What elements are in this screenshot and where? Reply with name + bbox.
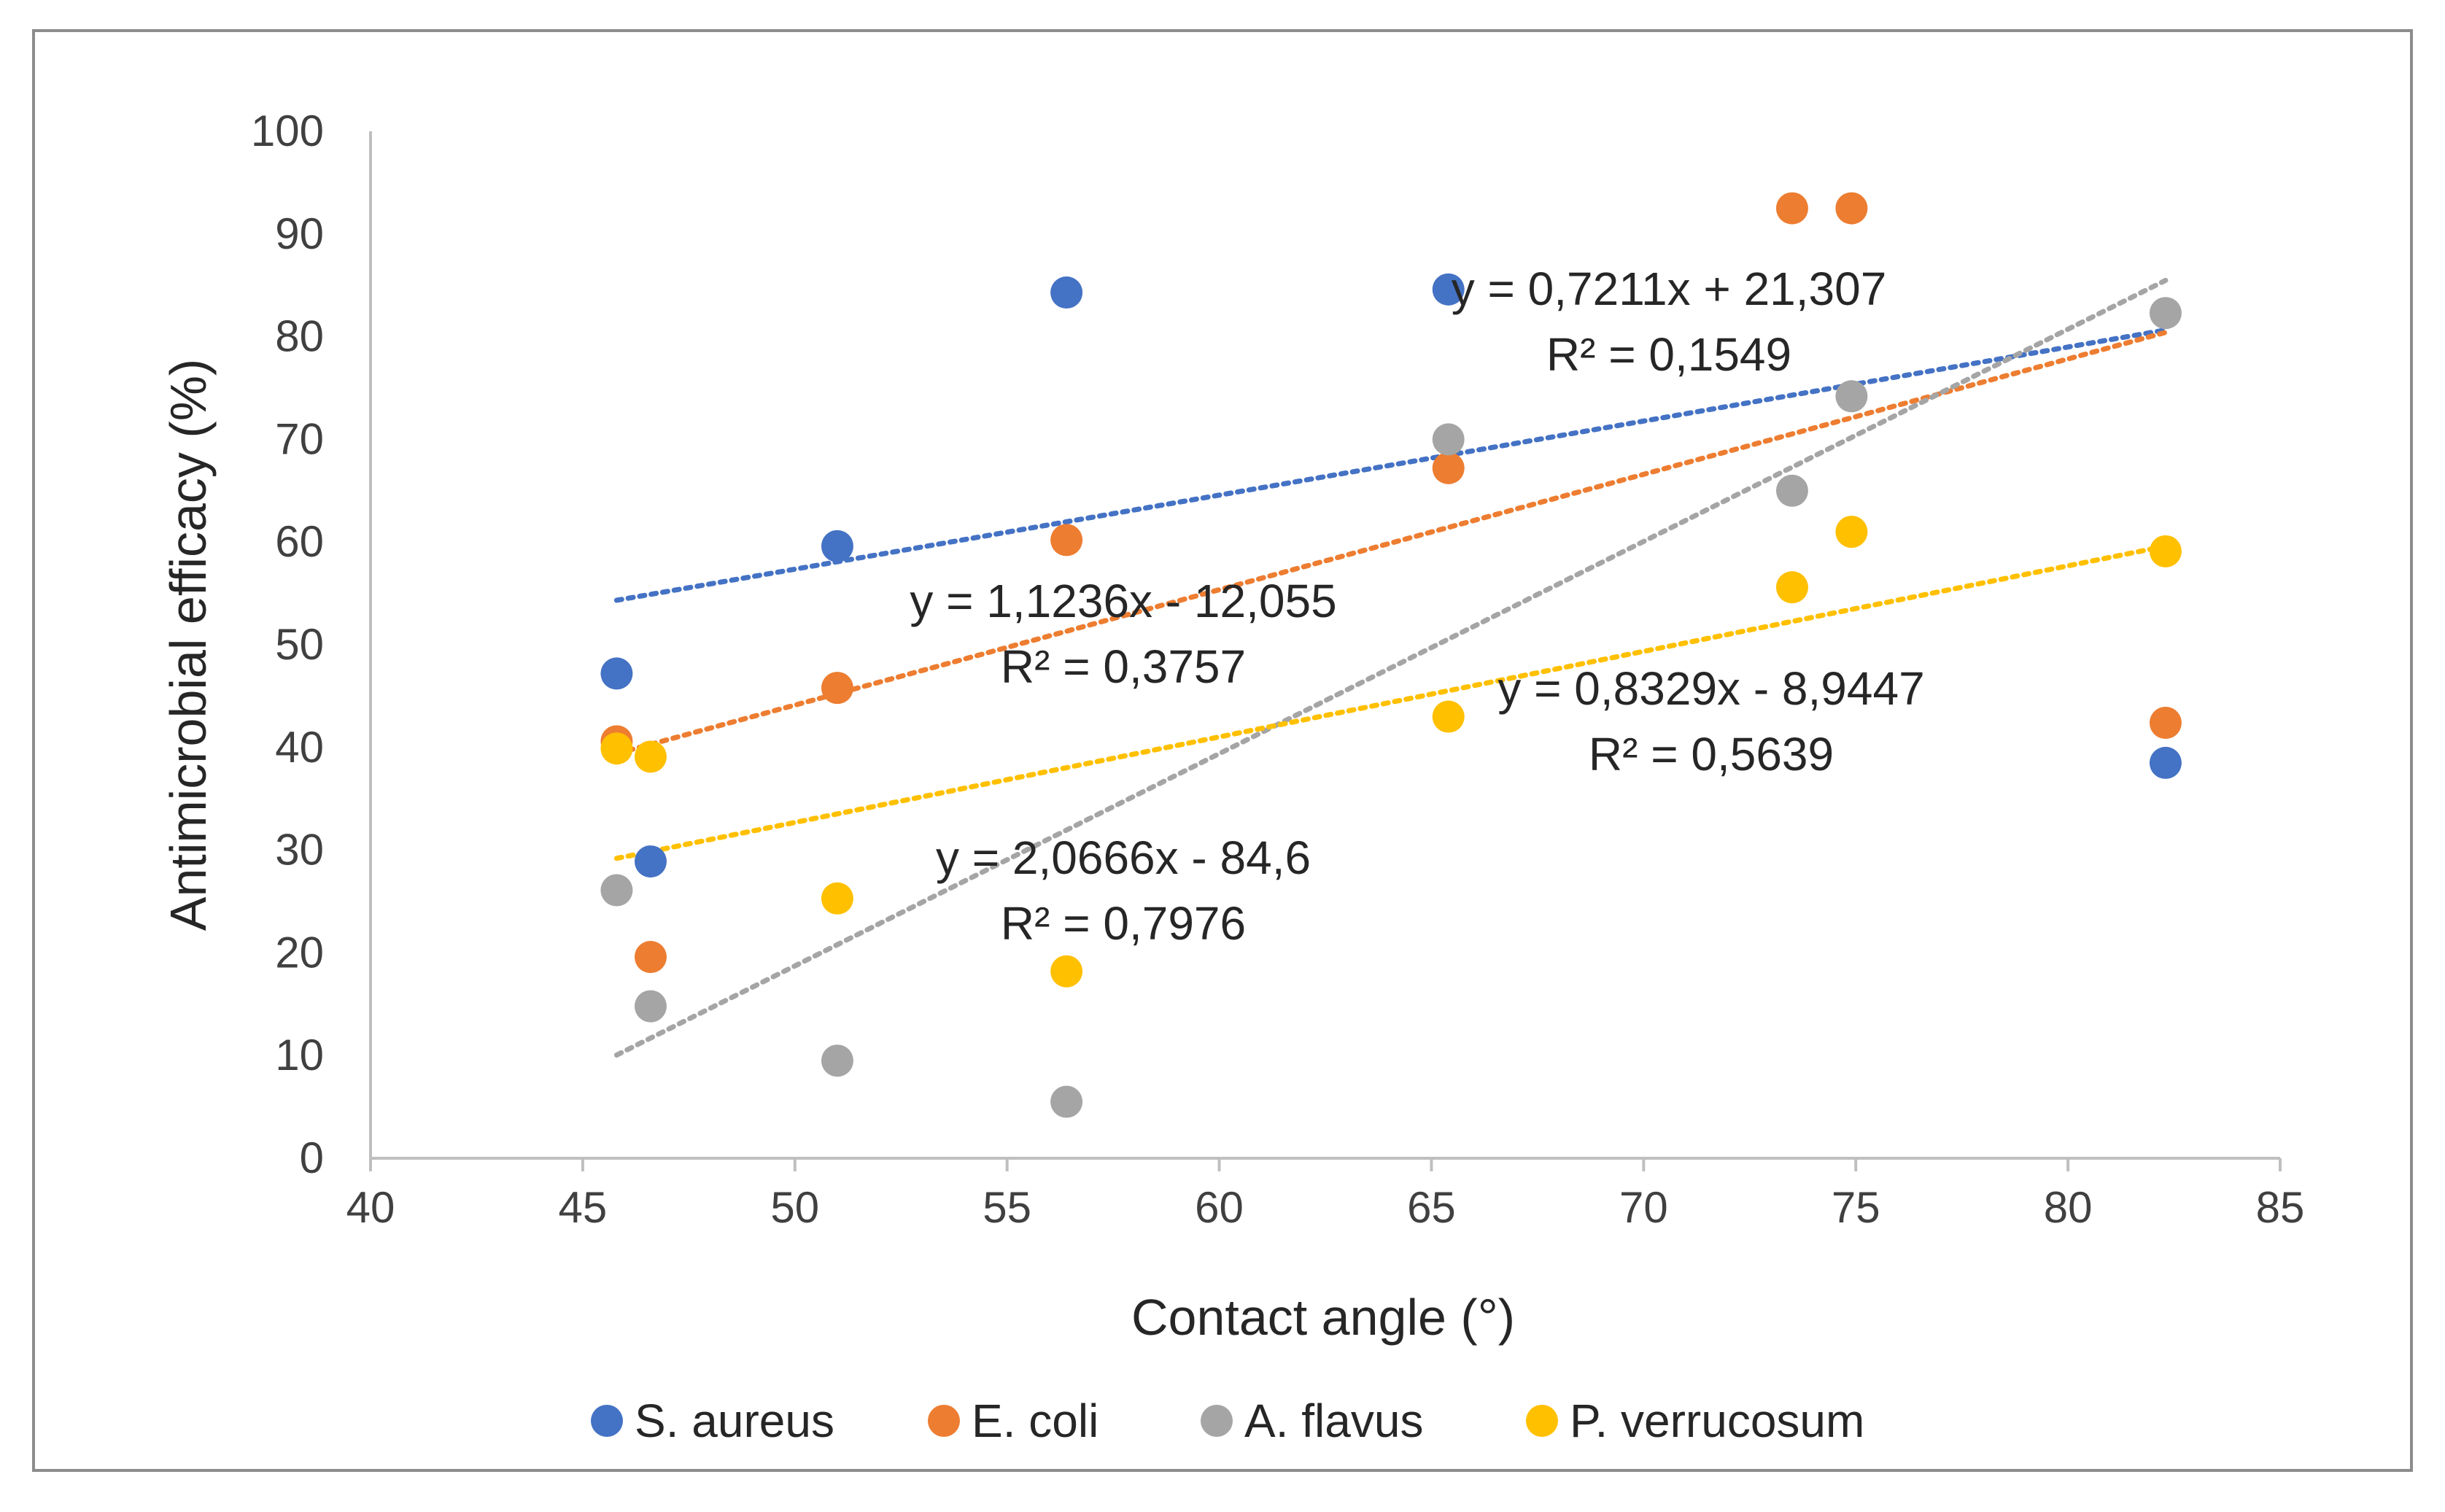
r2-a-flavus: R² = 0,7976 — [1001, 897, 1246, 950]
point-p-verrucosum — [1835, 516, 1868, 548]
point-e-coli — [1432, 451, 1465, 484]
legend-label-e-coli: E. coli — [972, 1395, 1098, 1447]
legend-marker-e-coli — [928, 1405, 960, 1437]
point-s-aureus — [2149, 746, 2182, 779]
x-tick-label: 60 — [1195, 1183, 1244, 1232]
legend-item-p-verrucosum: P. verrucosum — [1526, 1395, 1864, 1447]
legend-label-p-verrucosum: P. verrucosum — [1570, 1395, 1864, 1447]
x-tick-label: 70 — [1619, 1183, 1668, 1232]
legend-label-s-aureus: S. aureus — [635, 1395, 834, 1447]
trendlines — [613, 277, 2169, 1058]
y-tick-label: 90 — [275, 209, 324, 258]
x-tick-label: 85 — [2256, 1183, 2305, 1232]
point-a-flavus — [2149, 297, 2182, 330]
y-tick-label: 10 — [275, 1031, 324, 1079]
point-e-coli — [1775, 192, 1808, 225]
point-p-verrucosum — [1432, 700, 1465, 733]
point-a-flavus — [1050, 1085, 1083, 1118]
x-tick-label: 55 — [983, 1183, 1031, 1232]
point-a-flavus — [821, 1044, 853, 1077]
equation-a-flavus: y = 2,0666x - 84,6 — [936, 831, 1311, 884]
y-tick-label: 60 — [275, 517, 324, 566]
point-a-flavus — [1775, 474, 1808, 507]
y-tick-label: 100 — [251, 106, 324, 155]
x-tick-label: 50 — [770, 1183, 819, 1232]
point-s-aureus — [1432, 273, 1465, 306]
point-s-aureus — [821, 530, 853, 562]
equation-p-verrucosum: y = 0,8329x - 8,9447 — [1497, 662, 1924, 715]
point-a-flavus — [1432, 423, 1465, 456]
legend-marker-a-flavus — [1201, 1405, 1233, 1437]
y-tick-label: 20 — [275, 928, 324, 977]
point-e-coli — [634, 941, 667, 974]
point-a-flavus — [634, 990, 667, 1023]
x-axis-title: Contact angle (°) — [1131, 1289, 1515, 1346]
legend-item-a-flavus: A. flavus — [1201, 1395, 1423, 1447]
trendline-equations: y = 0,7211x + 21,307 R² = 0,1549 y = 1,1… — [910, 263, 1924, 950]
y-tick-label: 50 — [275, 620, 324, 669]
trendline-s-aureus — [613, 327, 2169, 603]
r2-p-verrucosum: R² = 0,5639 — [1589, 728, 1834, 780]
point-p-verrucosum — [821, 882, 853, 915]
point-p-verrucosum — [2149, 535, 2182, 567]
legend-marker-s-aureus — [591, 1405, 623, 1437]
point-p-verrucosum — [1775, 571, 1808, 604]
point-e-coli — [2149, 707, 2182, 740]
point-s-aureus — [634, 845, 667, 878]
point-p-verrucosum — [1050, 955, 1083, 988]
x-tick-label: 75 — [1832, 1183, 1880, 1232]
legend: S. aureus E. coli A. flavus P. verrucosu… — [591, 1395, 1864, 1447]
y-tick-label: 40 — [275, 723, 324, 772]
x-tick-label: 80 — [2044, 1183, 2093, 1232]
legend-label-a-flavus: A. flavus — [1244, 1395, 1423, 1447]
point-s-aureus — [1050, 276, 1083, 309]
y-ticks: 0 10 20 30 40 50 60 70 80 90 100 — [251, 106, 324, 1182]
equation-s-aureus: y = 0,7211x + 21,307 — [1452, 263, 1887, 315]
trendline-e-coli — [613, 330, 2169, 756]
point-e-coli — [821, 672, 853, 705]
x-tick-label: 40 — [346, 1183, 395, 1232]
x-ticks: 40 45 50 55 60 65 70 75 80 85 — [346, 1158, 2305, 1232]
r2-e-coli: R² = 0,3757 — [1001, 640, 1246, 693]
point-a-flavus — [600, 874, 633, 907]
trendline-a-flavus — [613, 277, 2169, 1058]
y-tick-label: 0 — [300, 1133, 324, 1182]
point-p-verrucosum — [634, 740, 667, 773]
point-p-verrucosum — [600, 732, 633, 765]
point-a-flavus — [1835, 380, 1868, 413]
legend-item-e-coli: E. coli — [928, 1395, 1098, 1447]
legend-marker-p-verrucosum — [1526, 1405, 1558, 1437]
legend-item-s-aureus: S. aureus — [591, 1395, 834, 1447]
point-s-aureus — [600, 657, 633, 690]
axes — [369, 131, 2280, 1160]
point-e-coli — [1050, 524, 1083, 557]
r2-s-aureus: R² = 0,1549 — [1546, 328, 1791, 381]
point-e-coli — [1835, 192, 1868, 225]
x-tick-label: 45 — [559, 1183, 608, 1232]
y-tick-label: 30 — [275, 826, 324, 875]
equation-e-coli: y = 1,1236x - 12,055 — [910, 575, 1336, 627]
trendline-p-verrucosum — [613, 543, 2169, 861]
data-points — [600, 192, 2182, 1118]
x-tick-label: 65 — [1407, 1183, 1456, 1232]
y-tick-label: 80 — [275, 312, 324, 361]
y-tick-label: 70 — [275, 414, 324, 463]
y-axis-title: Antimicrobial efficacy (%) — [160, 359, 217, 931]
